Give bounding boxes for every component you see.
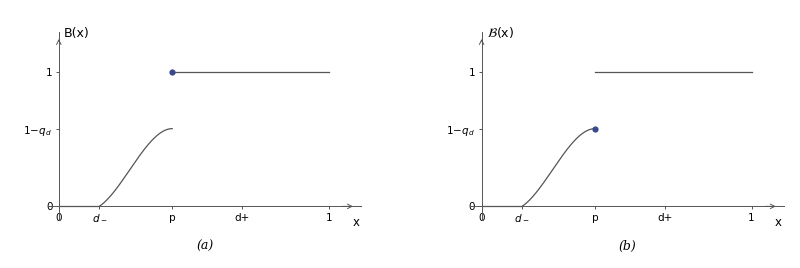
- Text: $\mathcal{B}$(x): $\mathcal{B}$(x): [487, 25, 514, 40]
- Text: B(x): B(x): [64, 27, 90, 40]
- Text: x: x: [352, 216, 359, 229]
- Text: x: x: [775, 216, 782, 229]
- Text: (a): (a): [196, 240, 214, 253]
- Text: (b): (b): [618, 240, 636, 253]
